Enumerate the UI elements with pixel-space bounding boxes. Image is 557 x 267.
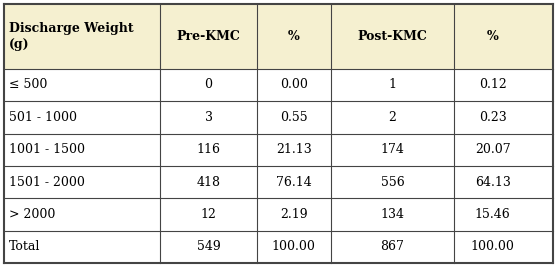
Bar [4, 134, 553, 166]
Text: 76.14: 76.14 [276, 176, 311, 189]
Text: 100.00: 100.00 [272, 240, 315, 253]
Text: 418: 418 [197, 176, 221, 189]
Text: 2.19: 2.19 [280, 208, 307, 221]
Bar [4, 101, 553, 134]
Text: 174: 174 [380, 143, 404, 156]
Text: 1001 - 1500: 1001 - 1500 [9, 143, 85, 156]
Text: 501 - 1000: 501 - 1000 [9, 111, 77, 124]
Text: 556: 556 [380, 176, 404, 189]
Text: Discharge Weight
(g): Discharge Weight (g) [9, 22, 134, 51]
Bar [4, 4, 553, 69]
Text: 15.46: 15.46 [475, 208, 510, 221]
Text: 1: 1 [388, 78, 397, 91]
Text: 116: 116 [197, 143, 221, 156]
Text: ≤ 500: ≤ 500 [9, 78, 47, 91]
Text: 64.13: 64.13 [475, 176, 511, 189]
Text: 867: 867 [380, 240, 404, 253]
Text: 0.12: 0.12 [478, 78, 506, 91]
Text: 21.13: 21.13 [276, 143, 311, 156]
Text: 0: 0 [204, 78, 213, 91]
Bar [4, 69, 553, 101]
Text: 3: 3 [204, 111, 213, 124]
Text: 0.00: 0.00 [280, 78, 307, 91]
Text: %: % [288, 30, 300, 43]
Text: 100.00: 100.00 [471, 240, 515, 253]
Text: > 2000: > 2000 [9, 208, 55, 221]
Bar [4, 198, 553, 231]
Bar [4, 231, 553, 263]
Text: 2: 2 [388, 111, 397, 124]
Text: 12: 12 [201, 208, 217, 221]
Text: 0.55: 0.55 [280, 111, 307, 124]
Text: Pre-KMC: Pre-KMC [177, 30, 241, 43]
Text: 549: 549 [197, 240, 221, 253]
Text: %: % [487, 30, 499, 43]
Bar [4, 166, 553, 198]
Text: 1501 - 2000: 1501 - 2000 [9, 176, 85, 189]
Text: 20.07: 20.07 [475, 143, 510, 156]
Text: 134: 134 [380, 208, 404, 221]
Text: 0.23: 0.23 [478, 111, 506, 124]
Text: Post-KMC: Post-KMC [358, 30, 427, 43]
Text: Total: Total [9, 240, 40, 253]
